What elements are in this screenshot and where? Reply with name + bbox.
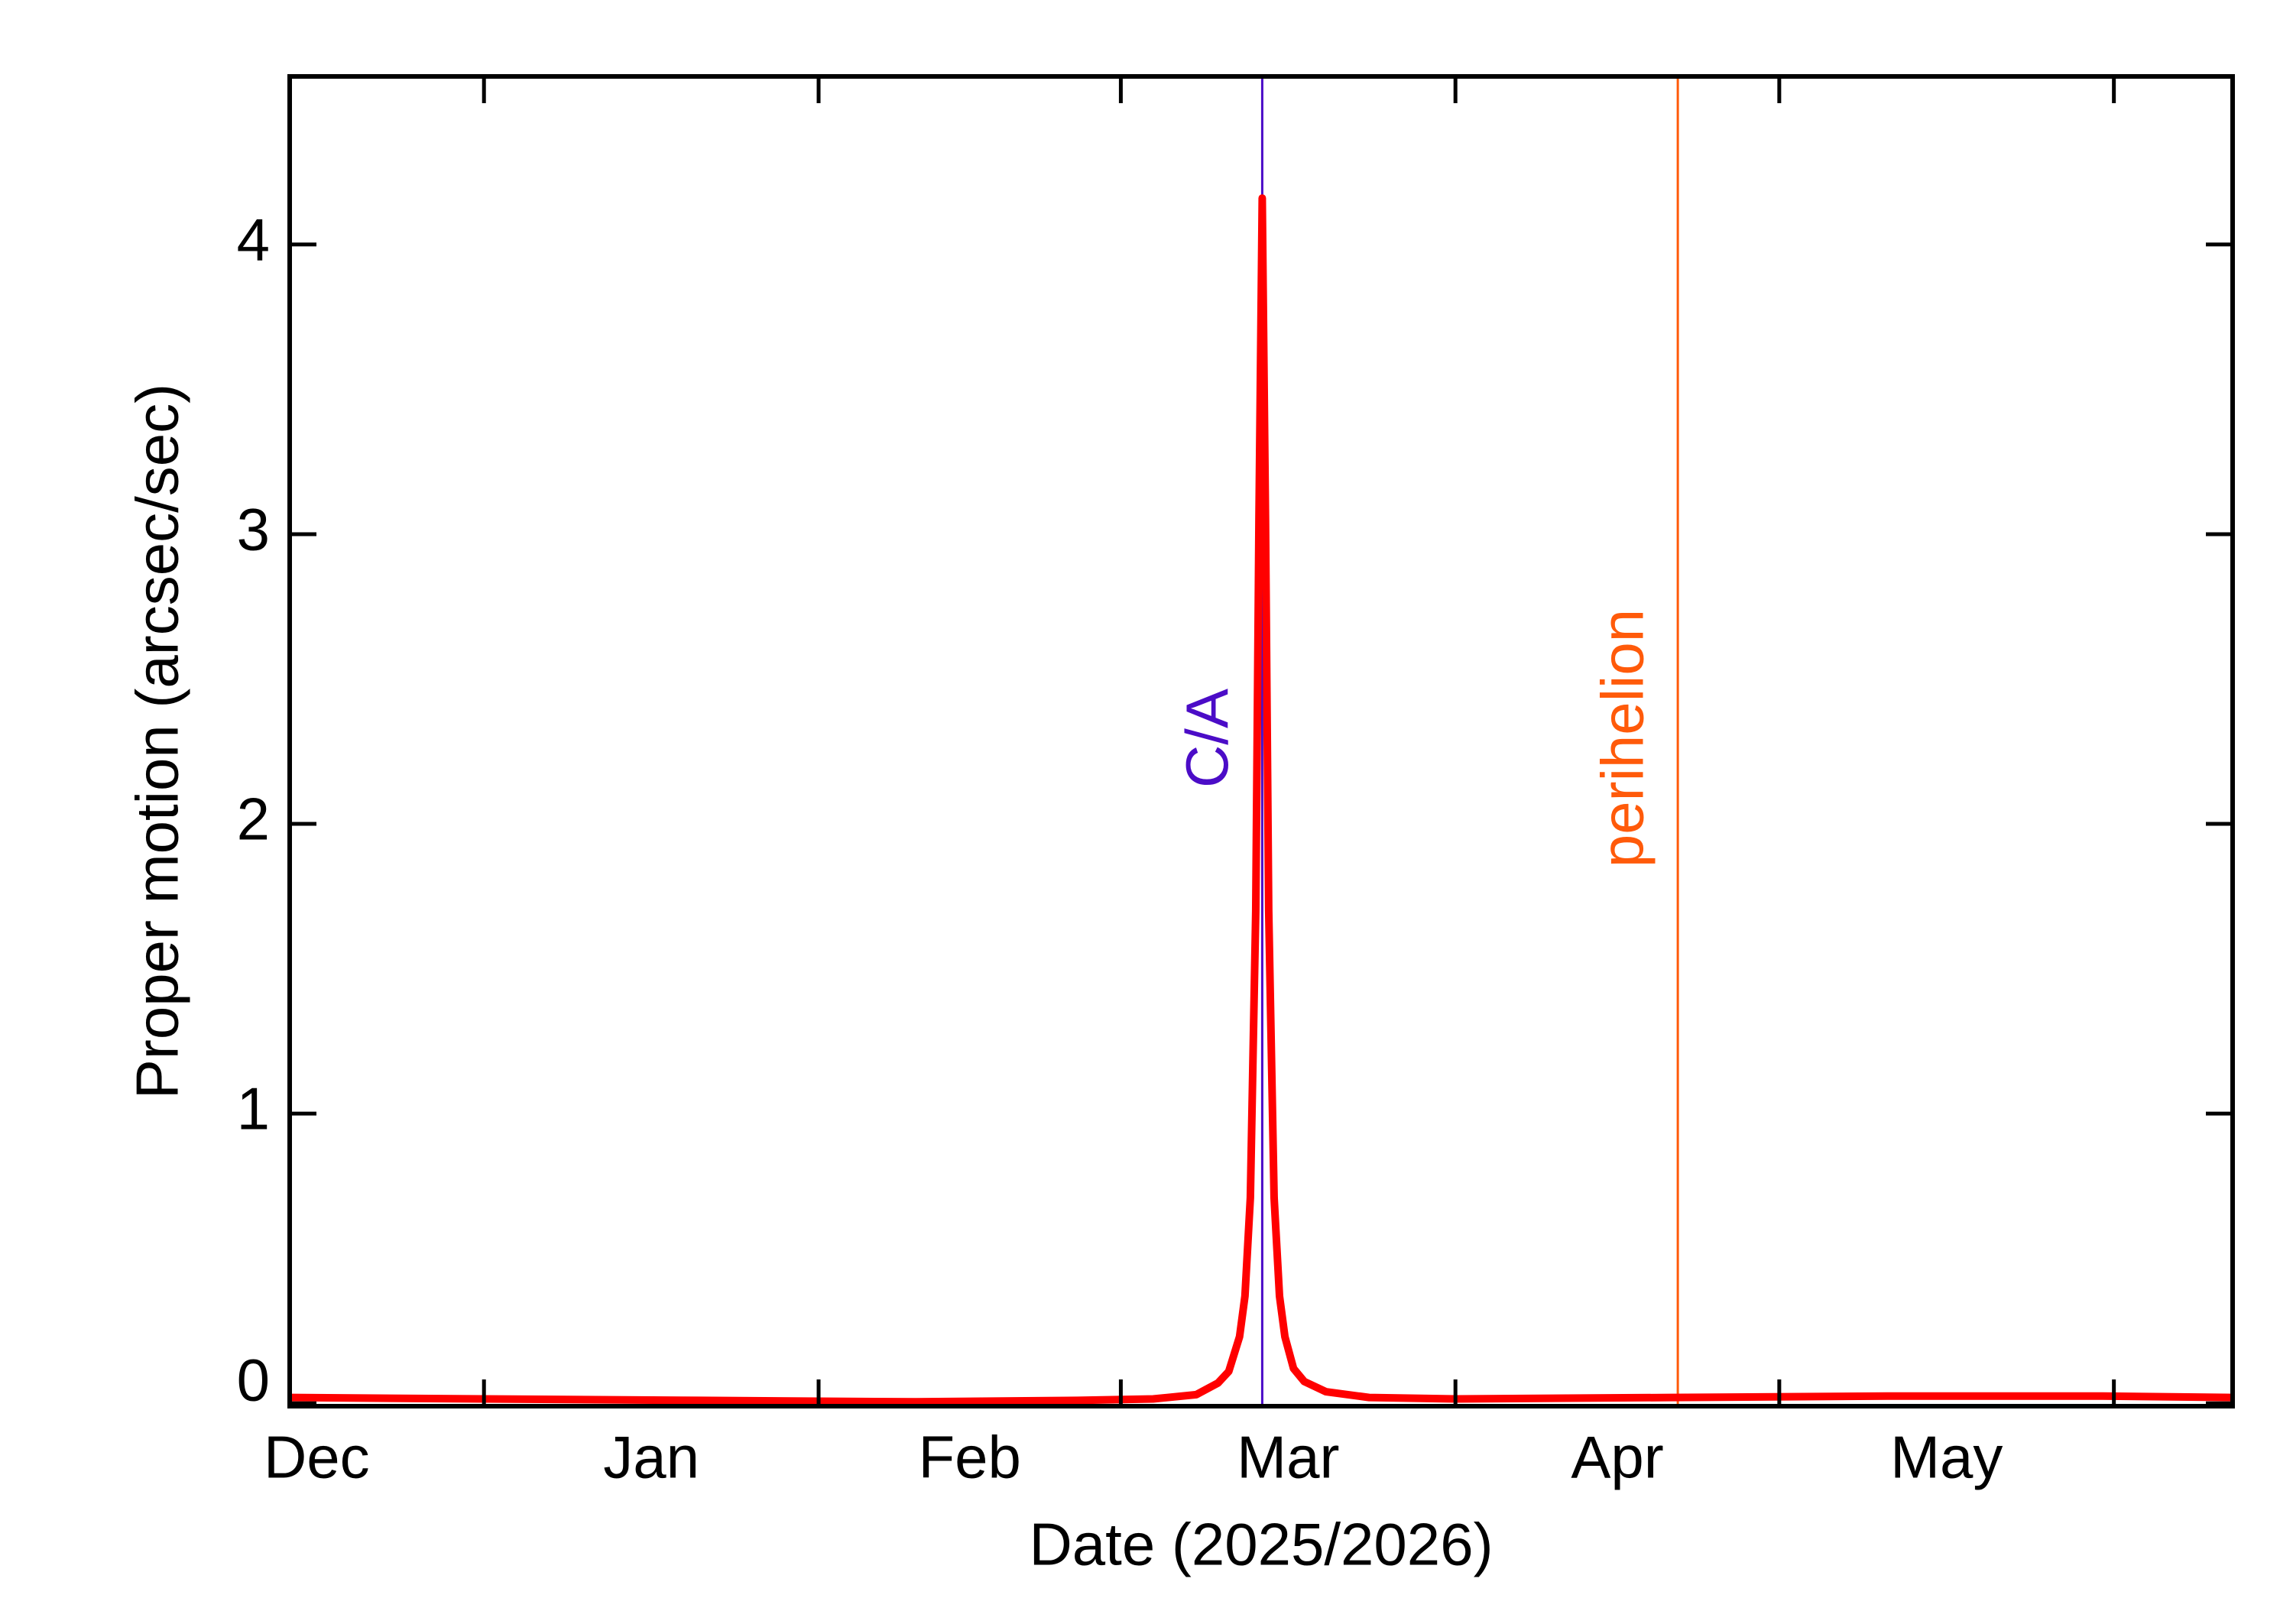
y-tick-label: 1 [237,1075,270,1143]
x-tick-label: Dec [264,1424,370,1491]
y-axis-title: Proper motion (arcsec/sec) [124,384,191,1099]
y-tick-label: 0 [237,1347,270,1414]
x-tick-label: Jan [603,1424,699,1491]
annotation-label: perihelion [1589,609,1656,867]
x-tick-label: Mar [1237,1424,1339,1491]
x-tick-label: May [1890,1424,2003,1491]
y-tick-label: 2 [237,786,270,853]
plot-frame [287,74,2235,1408]
x-axis-title: Date (2025/2026) [1029,1511,1493,1578]
data-line [289,194,2233,1406]
x-tick-label: Apr [1571,1424,1663,1491]
y-tick-label: 4 [237,206,270,273]
x-tick-label: Feb [918,1424,1020,1491]
annotation-label: C/A [1173,689,1241,788]
y-tick-label: 3 [237,496,270,563]
